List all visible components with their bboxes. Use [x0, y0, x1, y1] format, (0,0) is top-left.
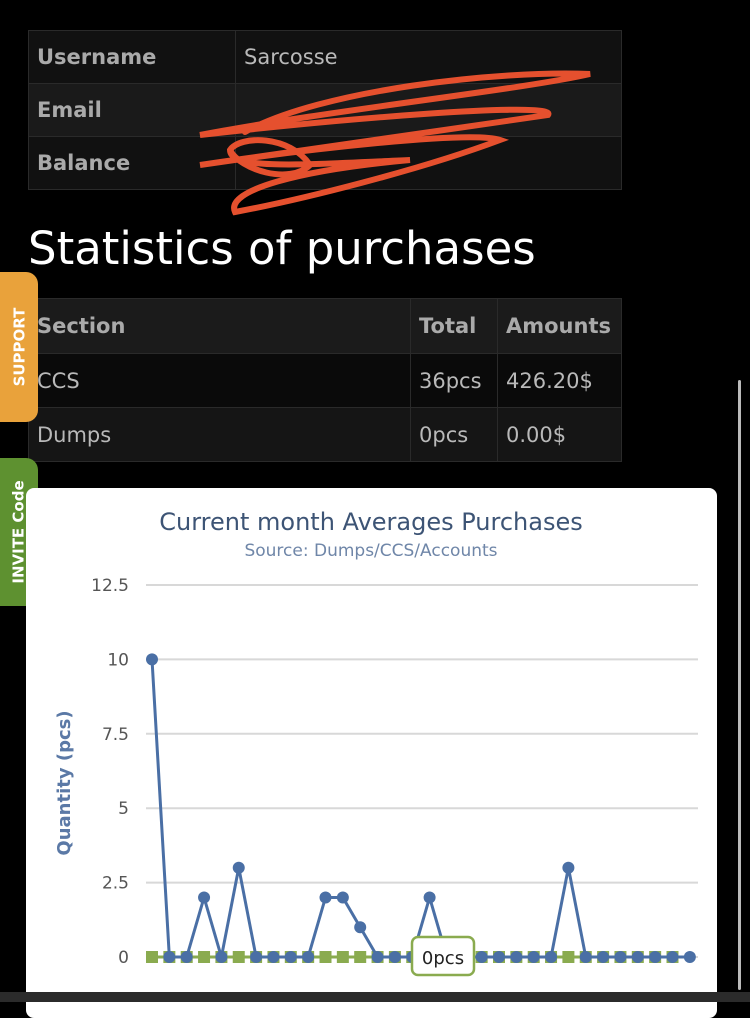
- data-point[interactable]: [232, 951, 245, 963]
- data-point[interactable]: [302, 951, 315, 963]
- y-tick-label: 2.5: [102, 874, 129, 894]
- support-tab[interactable]: SUPPORT: [0, 272, 38, 422]
- column-header: Total: [410, 298, 498, 354]
- redaction-scribble: [199, 70, 591, 216]
- data-point[interactable]: [666, 951, 679, 963]
- amount-cell: 426.20$: [497, 353, 622, 408]
- data-point[interactable]: [597, 951, 610, 963]
- data-point[interactable]: [562, 951, 575, 963]
- data-point[interactable]: [163, 951, 176, 963]
- data-point[interactable]: [180, 951, 193, 963]
- data-point[interactable]: [683, 951, 696, 963]
- amount-cell: 0.00$: [497, 407, 622, 462]
- y-tick-label: 7.5: [102, 725, 129, 745]
- data-point[interactable]: [198, 891, 211, 904]
- tooltip: [410, 935, 476, 977]
- data-point[interactable]: [146, 951, 158, 963]
- data-point[interactable]: [336, 891, 349, 904]
- data-point[interactable]: [423, 891, 436, 904]
- data-point[interactable]: [354, 921, 367, 934]
- data-point[interactable]: [215, 951, 228, 963]
- column-header: Section: [28, 298, 411, 354]
- y-axis-label: Quantity (pcs): [54, 710, 75, 855]
- support-tab-label: SUPPORT: [10, 307, 28, 387]
- data-point[interactable]: [250, 951, 263, 963]
- purchase-stats-table: Section Total Amounts CCS 36pcs 426.20$ Dump…: [28, 298, 622, 462]
- y-tick-label: 10: [107, 650, 129, 670]
- data-point[interactable]: [319, 891, 332, 904]
- data-point[interactable]: [319, 951, 332, 963]
- data-point[interactable]: [493, 951, 505, 963]
- column-header: Amounts: [497, 298, 622, 354]
- data-point[interactable]: [614, 951, 627, 963]
- data-point[interactable]: [267, 951, 280, 963]
- data-point[interactable]: [371, 951, 384, 963]
- table-header-row: Section Total Amounts: [28, 298, 622, 354]
- chart-title: Current month Averages Purchases: [159, 508, 582, 536]
- table-row: Dumps 0pcs 0.00$: [28, 407, 622, 462]
- data-point[interactable]: [354, 951, 367, 963]
- data-point[interactable]: [284, 951, 297, 963]
- section-cell: Dumps: [28, 407, 411, 462]
- total-cell: 0pcs: [410, 407, 498, 462]
- data-point[interactable]: [579, 951, 592, 963]
- y-tick-label: 0: [118, 948, 129, 968]
- table-row: CCS 36pcs 426.20$: [28, 353, 622, 408]
- tooltip-text: 0pcs: [422, 948, 464, 969]
- total-cell: 36pcs: [410, 353, 498, 408]
- data-point[interactable]: [336, 951, 349, 963]
- data-point[interactable]: [545, 951, 558, 963]
- page-title: Statistics of purchases: [28, 222, 536, 275]
- username-label: Username: [28, 30, 236, 84]
- y-tick-label: 12.5: [91, 576, 129, 596]
- line-chart: Current month Averages Purchases Source:…: [54, 508, 698, 977]
- data-point[interactable]: [388, 951, 401, 963]
- data-point[interactable]: [527, 951, 540, 963]
- data-point[interactable]: [232, 861, 245, 874]
- data-point[interactable]: [510, 951, 523, 963]
- email-value: [235, 83, 622, 137]
- scrollbar[interactable]: [738, 380, 741, 990]
- data-point[interactable]: [475, 951, 488, 963]
- data-point[interactable]: [649, 951, 662, 963]
- section-cell: CCS: [28, 353, 411, 408]
- bottom-bar: [0, 992, 750, 1002]
- data-point[interactable]: [562, 861, 575, 874]
- chart-subtitle: Source: Dumps/CCS/Accounts: [244, 541, 497, 561]
- y-tick-label: 5: [118, 799, 129, 819]
- chart-card: Current month Averages Purchases Source:…: [26, 488, 717, 1018]
- data-point[interactable]: [631, 951, 644, 963]
- data-point[interactable]: [198, 951, 211, 963]
- data-point[interactable]: [146, 653, 158, 666]
